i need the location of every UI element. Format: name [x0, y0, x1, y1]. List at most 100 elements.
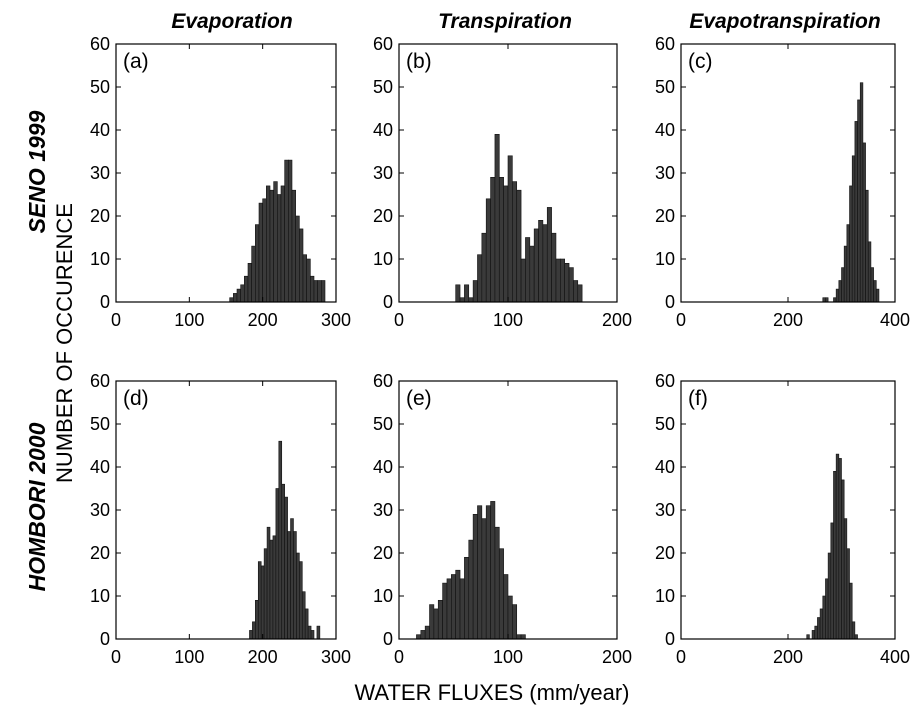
x-tick-label: 200 — [773, 647, 803, 667]
bar — [508, 156, 512, 302]
y-tick-label: 30 — [655, 500, 675, 520]
x-tick-label: 200 — [602, 310, 632, 330]
bar — [276, 489, 279, 640]
y-tick-label: 40 — [655, 120, 675, 140]
y-tick-label: 0 — [665, 629, 675, 649]
panel-label: (a) — [123, 50, 149, 73]
bar — [288, 160, 292, 302]
bar — [578, 285, 582, 302]
bar — [839, 458, 842, 639]
bar — [847, 549, 850, 639]
bar — [547, 207, 551, 302]
bar — [812, 630, 815, 639]
bar — [469, 298, 473, 302]
x-axis-label: WATER FLUXES (mm/year) — [354, 680, 629, 705]
bar — [281, 186, 285, 302]
bar — [421, 630, 425, 639]
y-tick-label: 30 — [373, 163, 393, 183]
bar — [296, 553, 299, 639]
x-tick-label: 400 — [880, 647, 910, 667]
bar — [258, 562, 261, 639]
bar — [263, 199, 267, 302]
y-tick-label: 40 — [90, 120, 110, 140]
y-tick-label: 40 — [373, 120, 393, 140]
bar — [244, 276, 248, 302]
bar — [270, 540, 273, 639]
x-tick-label: 0 — [111, 310, 121, 330]
panel-label: (f) — [688, 387, 708, 410]
bar — [305, 609, 308, 639]
bar — [299, 562, 302, 639]
column-title-transpiration: Transpiration — [438, 10, 572, 33]
x-tick-label: 0 — [394, 647, 404, 667]
y-tick-label: 0 — [383, 292, 393, 312]
bar — [252, 246, 256, 302]
y-tick-label: 40 — [373, 457, 393, 477]
bar — [270, 190, 274, 302]
bar — [847, 225, 850, 302]
panel-label: (d) — [123, 387, 149, 410]
y-tick-label: 60 — [90, 371, 110, 391]
y-tick-label: 0 — [665, 292, 675, 312]
y-tick-label: 20 — [90, 543, 110, 563]
bar — [860, 83, 863, 302]
bar — [504, 186, 508, 302]
bar — [825, 298, 828, 302]
column-title-evaporation: Evaporation — [171, 10, 292, 33]
bar — [299, 229, 303, 302]
x-tick-label: 200 — [773, 310, 803, 330]
bar — [565, 263, 569, 302]
bar — [508, 596, 512, 639]
bar — [868, 242, 871, 302]
x-tick-label: 300 — [321, 310, 351, 330]
bar — [560, 259, 564, 302]
bar — [443, 583, 447, 639]
y-tick-label: 60 — [373, 34, 393, 54]
bar — [482, 519, 486, 639]
bar — [823, 298, 826, 302]
x-tick-label: 0 — [394, 310, 404, 330]
bar — [855, 635, 858, 639]
y-tick-label: 0 — [383, 629, 393, 649]
x-tick-label: 200 — [248, 310, 278, 330]
panel-3: 0 10 20 30 40 50 60 0 100 200 300 (d) — [90, 371, 351, 667]
bar — [274, 182, 278, 302]
y-tick-label: 60 — [90, 34, 110, 54]
bar — [288, 532, 291, 640]
x-tick-label: 100 — [493, 310, 523, 330]
bar — [416, 635, 420, 639]
bar — [460, 579, 464, 639]
y-tick-label: 50 — [90, 414, 110, 434]
bar — [318, 281, 322, 303]
axes-frame — [681, 381, 895, 639]
y-tick-label: 50 — [90, 77, 110, 97]
bar — [477, 255, 481, 302]
y-tick-label: 50 — [655, 77, 675, 97]
bar — [833, 298, 836, 302]
bar — [807, 635, 810, 639]
x-tick-label: 200 — [248, 647, 278, 667]
bar — [495, 134, 499, 302]
bar — [255, 600, 258, 639]
bar — [425, 626, 429, 639]
bar — [241, 285, 245, 302]
y-tick-label: 30 — [90, 500, 110, 520]
bar — [473, 514, 477, 639]
bar — [517, 190, 521, 302]
bar — [491, 177, 495, 302]
bar — [852, 156, 855, 302]
y-tick-label: 30 — [90, 163, 110, 183]
bar — [477, 506, 481, 639]
bar — [248, 263, 252, 302]
y-tick-label: 0 — [100, 292, 110, 312]
bar — [866, 190, 869, 302]
bar — [491, 501, 495, 639]
panel-1: 0 10 20 30 40 50 60 0 100 200 (b) — [373, 34, 632, 330]
y-tick-label: 60 — [373, 371, 393, 391]
bar — [817, 618, 820, 640]
bar — [469, 540, 473, 639]
bar — [447, 579, 451, 639]
y-tick-label: 10 — [373, 586, 393, 606]
